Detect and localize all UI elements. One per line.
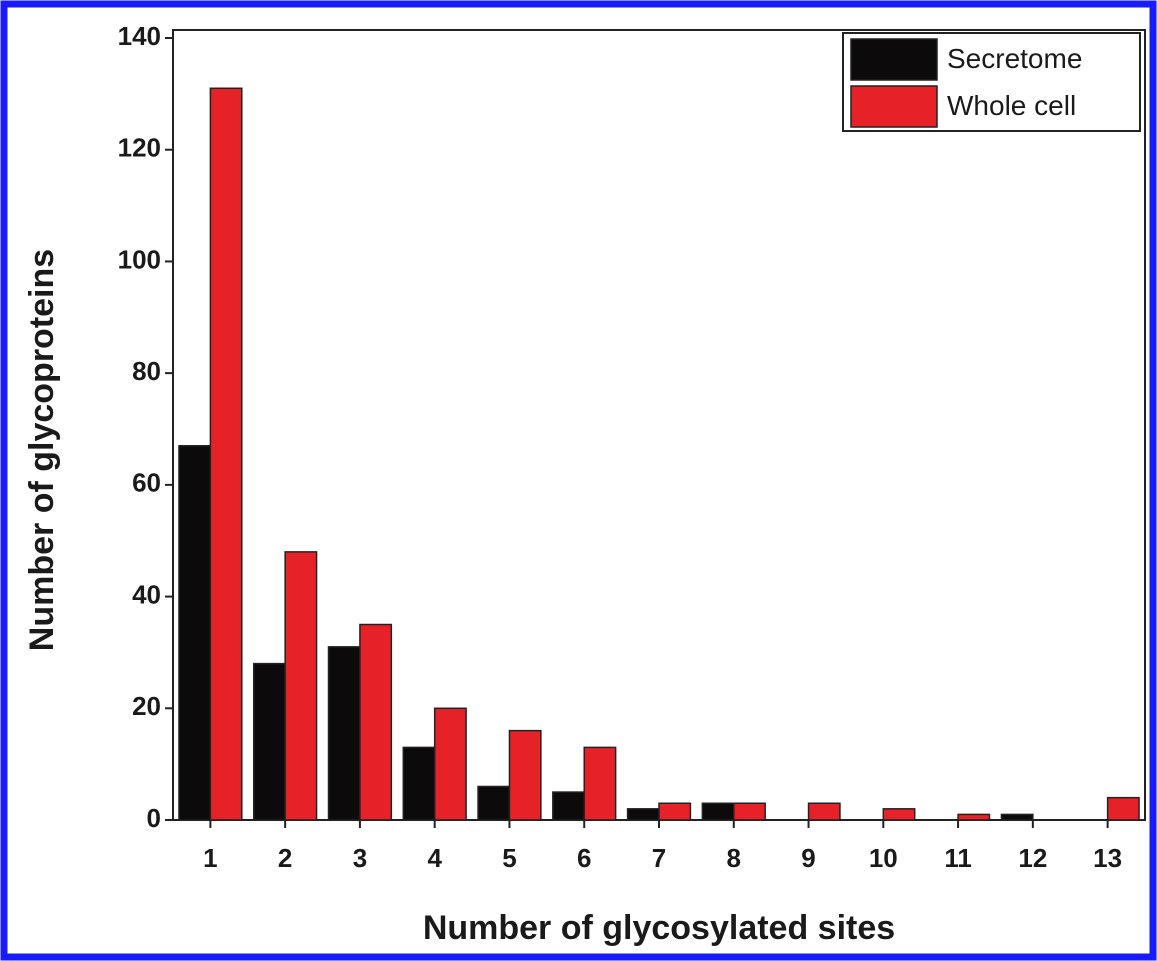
bar bbox=[626, 808, 660, 821]
legend-swatch bbox=[850, 38, 938, 81]
bar bbox=[733, 802, 766, 821]
bar bbox=[402, 746, 436, 821]
bar bbox=[284, 551, 318, 821]
plot-frame bbox=[172, 29, 1146, 821]
x-tick-label: 2 bbox=[278, 843, 292, 873]
bar bbox=[583, 746, 617, 821]
bar bbox=[508, 729, 542, 821]
y-tick-label: 60 bbox=[132, 468, 161, 498]
bar bbox=[433, 707, 467, 821]
x-axis-title: Number of glycosylated sites bbox=[423, 909, 895, 947]
y-tick-label: 80 bbox=[132, 356, 161, 386]
bar bbox=[1106, 796, 1140, 821]
bar bbox=[327, 646, 361, 821]
bar bbox=[178, 445, 212, 821]
x-tick-label: 13 bbox=[1093, 843, 1122, 873]
x-tick-label: 8 bbox=[727, 843, 741, 873]
y-tick-label: 0 bbox=[147, 803, 161, 833]
x-tick-label: 5 bbox=[502, 843, 516, 873]
bar bbox=[701, 802, 735, 821]
bar bbox=[957, 813, 991, 821]
y-tick-label: 100 bbox=[118, 244, 161, 274]
x-tick-label: 6 bbox=[577, 843, 591, 873]
y-axis-title: Number of glycoproteins bbox=[23, 249, 61, 651]
x-tick-label: 9 bbox=[801, 843, 815, 873]
legend-label: Whole cell bbox=[947, 90, 1076, 121]
bar bbox=[882, 808, 916, 821]
x-tick-label: 11 bbox=[944, 843, 972, 873]
y-tick-label: 140 bbox=[118, 21, 161, 51]
legend-label: Secretome bbox=[947, 43, 1082, 74]
y-tick-label: 20 bbox=[132, 691, 161, 721]
legend-swatch bbox=[850, 85, 938, 128]
bar bbox=[209, 87, 243, 821]
x-tick-label: 10 bbox=[869, 843, 898, 873]
bar bbox=[552, 791, 585, 821]
bar bbox=[1000, 813, 1034, 821]
bar bbox=[658, 802, 692, 821]
x-tick-label: 12 bbox=[1018, 843, 1047, 873]
bar bbox=[253, 662, 286, 821]
x-tick-label: 3 bbox=[353, 843, 367, 873]
x-tick-label: 4 bbox=[427, 843, 442, 873]
bar bbox=[359, 623, 393, 821]
y-tick-label: 120 bbox=[118, 133, 161, 163]
bar bbox=[807, 802, 841, 821]
bar bbox=[477, 785, 511, 821]
y-tick-label: 40 bbox=[132, 579, 161, 609]
x-tick-label: 7 bbox=[652, 843, 666, 873]
x-tick-label: 1 bbox=[203, 843, 217, 873]
